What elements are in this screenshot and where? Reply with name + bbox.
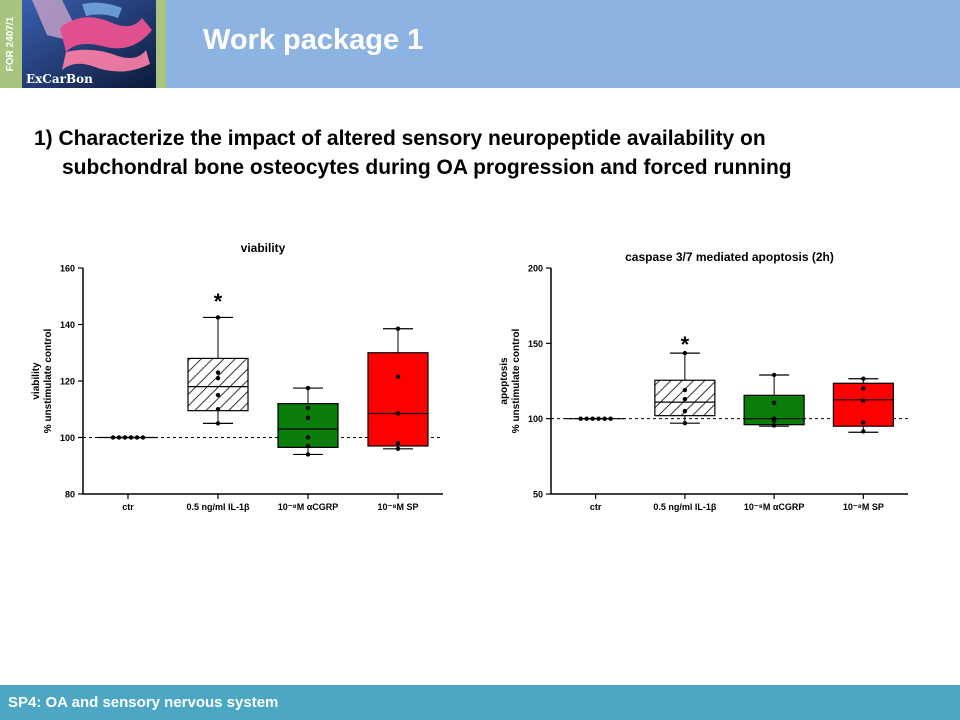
box — [277, 403, 339, 448]
side-strip: FOR 2407/1 — [0, 0, 22, 88]
data-point — [602, 416, 607, 421]
data-point — [608, 416, 613, 421]
knee-joint-icon — [22, 0, 156, 88]
data-point — [578, 416, 583, 421]
y-tick-label: 150 — [528, 339, 543, 349]
data-point — [305, 452, 311, 457]
data-point — [140, 435, 146, 440]
data-point — [771, 418, 777, 424]
data-point — [395, 374, 401, 379]
data-point — [134, 435, 140, 440]
data-point — [305, 415, 311, 420]
x-tick-label: 10⁻⁸M αCGRP — [744, 502, 805, 512]
data-point — [215, 375, 221, 381]
data-point — [116, 435, 122, 440]
significance-marker: * — [214, 289, 223, 314]
y-tick-label: 140 — [60, 320, 75, 330]
objective-line-1: 1) Characterize the impact of altered se… — [34, 127, 766, 150]
logo-accent-bar — [156, 0, 166, 88]
data-point — [305, 443, 311, 449]
data-point — [682, 408, 688, 414]
y-tick-label: 100 — [528, 414, 543, 424]
data-point — [861, 386, 866, 391]
y-axis-label: apoptosis% unstimulate control — [499, 329, 522, 434]
excarbon-logo: ExCarBon — [22, 0, 156, 88]
viability-chart: viability viability% unstimulate control 8… — [31, 241, 443, 512]
y-axis-label: viability% unstimulate control — [31, 329, 54, 434]
x-tick-label: ctr — [590, 502, 602, 512]
data-point — [305, 385, 311, 391]
data-point — [122, 435, 128, 440]
data-point — [682, 387, 688, 393]
data-point — [395, 326, 401, 331]
x-tick-label: ctr — [122, 502, 134, 512]
data-point — [395, 446, 401, 451]
logo-text: ExCarBon — [26, 72, 93, 86]
chart-title: viability — [241, 241, 286, 255]
data-point — [215, 392, 221, 398]
y-tick-label: 80 — [65, 490, 75, 500]
data-point — [771, 372, 777, 378]
data-point — [215, 315, 221, 320]
footer-text: SP4: OA and sensory nervous system — [8, 694, 279, 711]
objective-line-2: subchondral bone osteocytes during OA pr… — [62, 156, 792, 179]
data-point — [215, 370, 221, 375]
data-point — [305, 435, 311, 440]
x-tick-label: 10⁻⁸M SP — [843, 502, 884, 512]
objective-text: 1) Characterize the impact of altered se… — [34, 124, 934, 182]
data-point — [584, 416, 589, 421]
footer-bar: SP4: OA and sensory nervous system — [0, 685, 960, 720]
side-label: FOR 2407/1 — [5, 16, 16, 72]
data-point — [682, 396, 688, 402]
data-point — [861, 398, 866, 403]
y-tick-label: 100 — [60, 433, 75, 443]
page-title: Work package 1 — [203, 24, 424, 56]
x-tick-label: 10⁻⁸M αCGRP — [278, 502, 339, 512]
data-point — [395, 411, 401, 416]
chart-title: caspase 3/7 mediated apoptosis (2h) — [625, 250, 834, 264]
y-tick-label: 120 — [60, 377, 75, 387]
data-point — [590, 416, 595, 421]
data-point — [682, 350, 688, 356]
data-point — [771, 400, 777, 406]
data-point — [110, 435, 116, 440]
data-point — [215, 407, 221, 412]
data-point — [128, 435, 134, 440]
y-tick-label: 200 — [528, 264, 543, 274]
x-tick-label: 0.5 ng/ml IL-1β — [653, 502, 717, 512]
box — [367, 352, 429, 447]
data-point — [682, 420, 688, 426]
data-point — [861, 420, 866, 425]
header-bar: FOR 2407/1 ExCarBon Work package 1 — [0, 0, 960, 88]
y-tick-label: 160 — [60, 264, 75, 274]
box — [187, 357, 249, 412]
x-tick-label: 0.5 ng/ml IL-1β — [186, 502, 250, 512]
data-point — [861, 376, 866, 381]
x-tick-label: 10⁻⁸M SP — [377, 502, 418, 512]
data-point — [395, 440, 401, 446]
data-point — [215, 421, 221, 426]
data-point — [861, 429, 866, 434]
y-tick-label: 50 — [533, 490, 543, 500]
significance-marker: * — [681, 332, 690, 357]
data-point — [771, 423, 777, 428]
apoptosis-chart: caspase 3/7 mediated apoptosis (2h) apopt… — [499, 250, 908, 512]
data-point — [305, 405, 311, 411]
data-point — [596, 416, 601, 421]
